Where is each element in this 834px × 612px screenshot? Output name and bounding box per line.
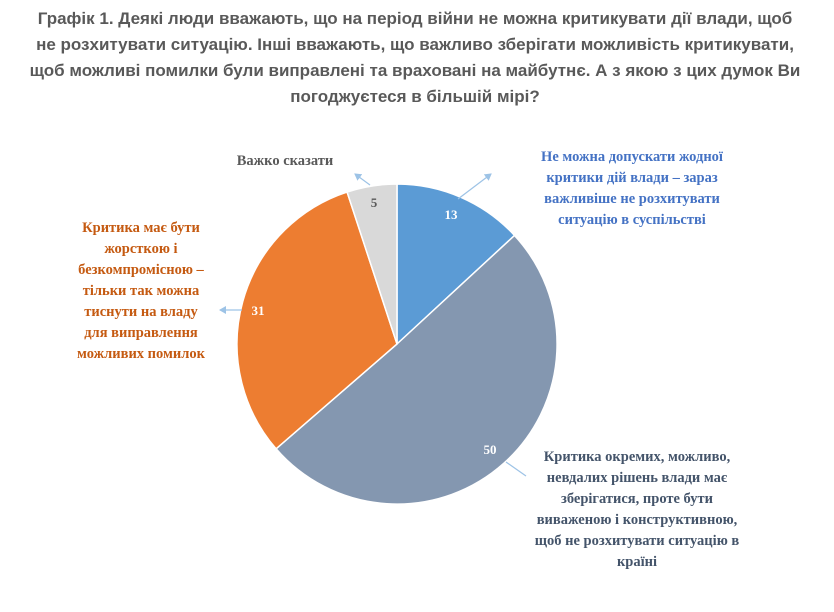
category-label-line: зберігатися, проте бути (561, 491, 713, 507)
data-label: 13 (445, 207, 459, 222)
data-label: 50 (484, 442, 497, 457)
category-label-line: Критика окремих, можливо, (544, 449, 731, 465)
chart-title: Графік 1. Деякі люди вважають, що на пер… (20, 6, 810, 110)
data-label: 31 (252, 303, 265, 318)
category-label-line: країні (617, 554, 657, 570)
category-label-line: тільки так можна (83, 283, 200, 299)
category-label-line: жорсткою і (104, 241, 177, 257)
category-label-line: ситуацію в суспільстві (558, 212, 706, 228)
pie-slice (236, 191, 398, 450)
title-line: щоб можливі помилки були виправлені та в… (29, 61, 801, 80)
pie-slice (346, 183, 398, 345)
category-label-line: Важко сказати (237, 153, 333, 169)
category-label-line: для виправлення (84, 325, 198, 341)
category-label-line: щоб не розхитувати ситуацію в (535, 533, 740, 549)
pie-slice (275, 234, 558, 505)
category-label: Не можна допускати жодної критики дій вла… (541, 149, 724, 228)
category-label-line: тиснути на владу (84, 304, 198, 320)
leader-line (505, 461, 527, 477)
category-label-line: безкомпромісною – (78, 262, 204, 278)
category-label-line: виваженою і конструктивною, (537, 512, 738, 528)
title-line: погоджуєтеся в більшій мірі? (290, 87, 540, 106)
title-line: не розхитувати ситуацію. Інші вважають, … (36, 35, 794, 54)
category-label: Критика має бути жорсткою і безкомпромісно… (77, 220, 206, 362)
title-line: Графік 1. Деякі люди вважають, що на пер… (37, 9, 793, 28)
leader-line (457, 173, 492, 200)
category-label-line: невдалих рішень влади має (547, 470, 728, 486)
pie-slice (396, 183, 516, 346)
category-label: Критика окремих, можливо, невдалих рішень… (535, 449, 740, 570)
leader-line (354, 173, 371, 186)
category-label-line: Критика має бути (82, 220, 200, 236)
category-label-line: критики дій влади – зараз (546, 170, 718, 186)
category-label: Важко сказати (237, 153, 333, 169)
category-label-line: Не можна допускати жодної (541, 149, 724, 165)
category-label-line: важливіше не розхитувати (544, 191, 720, 207)
data-label: 5 (371, 195, 378, 210)
category-label-line: можливих помилок (77, 346, 206, 362)
